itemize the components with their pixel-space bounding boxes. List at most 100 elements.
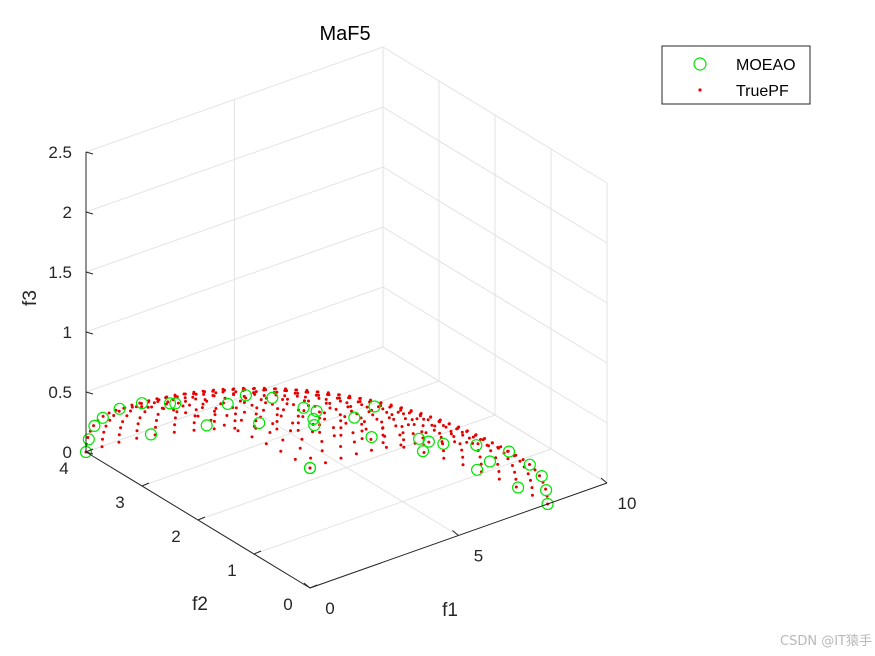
z-tick-label: 1: [63, 323, 72, 342]
truepf-point: [86, 436, 90, 439]
moeao-point: [535, 470, 548, 483]
truepf-point: [275, 420, 279, 423]
truepf-point: [296, 421, 300, 425]
truepf-point: [467, 436, 471, 440]
truepf-point: [422, 417, 426, 421]
moeao-point: [297, 401, 310, 414]
truepf-point: [421, 424, 425, 428]
moeao-point: [239, 389, 252, 402]
truepf-point: [254, 390, 258, 394]
z-tick-label: 0: [63, 443, 72, 462]
moeao-point: [82, 433, 95, 446]
moeao-point: [308, 419, 321, 432]
moeao-point: [539, 484, 553, 497]
truepf-point: [92, 424, 96, 428]
truepf-point: [390, 413, 394, 417]
truepf-point: [497, 477, 501, 481]
truepf-point: [100, 445, 104, 449]
z-tick-label: 2.5: [48, 143, 72, 162]
truepf-point: [343, 415, 347, 419]
truepf-point: [125, 414, 129, 418]
truepf-point: [255, 406, 259, 410]
truepf-point: [200, 406, 204, 410]
truepf-point: [154, 425, 157, 429]
truepf-point: [387, 416, 391, 420]
truepf-point: [112, 414, 116, 417]
truepf-point: [213, 409, 216, 413]
truepf-point: [172, 430, 176, 434]
truepf-point: [544, 487, 548, 491]
truepf-point: [514, 453, 518, 457]
truepf-point: [254, 412, 258, 416]
truepf-point: [418, 413, 422, 417]
truepf-point: [317, 393, 321, 397]
truepf-point: [474, 433, 478, 437]
moeao-point: [541, 497, 554, 511]
truepf-point: [231, 388, 235, 391]
truepf-point: [323, 417, 327, 421]
truepf-point: [155, 397, 159, 401]
truepf-point: [166, 400, 170, 404]
watermark-text: CSDN @IT猿手: [780, 634, 872, 649]
x-tick-label: 5: [474, 547, 483, 566]
truepf-point: [155, 419, 158, 422]
truepf-point: [426, 418, 430, 422]
truepf-point: [117, 433, 121, 437]
x-axis-label: f1: [442, 600, 458, 621]
truepf-point: [406, 423, 410, 427]
z-tick-mark: [85, 151, 94, 155]
truepf-point: [460, 430, 464, 434]
truepf-point: [430, 423, 434, 427]
truepf-point: [337, 393, 341, 397]
truepf-point: [214, 407, 218, 410]
truepf-point: [398, 433, 402, 437]
truepf-point: [300, 437, 304, 441]
truepf-point: [487, 444, 491, 448]
truepf-point: [276, 407, 280, 411]
truepf-point: [222, 423, 226, 427]
truepf-point: [130, 405, 134, 409]
truepf-point: [478, 455, 482, 459]
truepf-point: [433, 424, 437, 428]
truepf-point: [422, 451, 426, 454]
moeao-point: [416, 445, 430, 458]
truepf-point: [241, 386, 245, 390]
truepf-point: [193, 414, 197, 418]
wall-gridline: [85, 226, 384, 333]
axes-grid: [85, 46, 608, 589]
z-tick-label: 2: [63, 203, 72, 222]
truepf-point: [339, 433, 343, 437]
truepf-point: [415, 417, 419, 421]
y-tick-mark: [85, 448, 94, 453]
x-tick-mark: [600, 477, 608, 484]
truepf-point: [150, 405, 154, 409]
truepf-point: [403, 417, 407, 421]
truepf-point: [191, 395, 195, 399]
truepf-point: [101, 414, 105, 418]
truepf-point: [447, 422, 451, 426]
truepf-point: [152, 401, 156, 405]
truepf-point: [455, 427, 459, 431]
truepf-point: [214, 391, 218, 395]
truepf-point: [192, 392, 196, 396]
truepf-point: [481, 438, 485, 442]
z-tick-label: 0.5: [48, 383, 72, 402]
wall-gridline: [382, 106, 608, 244]
truepf-point: [184, 399, 187, 403]
floor-gridline: [141, 380, 440, 487]
truepf-point: [489, 449, 493, 453]
truepf-point: [320, 440, 324, 443]
truepf-point: [324, 397, 328, 401]
truepf-point: [424, 431, 428, 435]
y-tick-label: 1: [227, 561, 236, 580]
truepf-point: [496, 462, 500, 466]
truepf-point: [262, 408, 265, 412]
truepf-point: [381, 441, 385, 445]
truepf-point: [250, 403, 254, 407]
truepf-point: [533, 468, 537, 472]
truepf-point: [345, 401, 349, 405]
truepf-point: [528, 463, 531, 466]
truepf-point: [371, 413, 375, 417]
truepf-point: [437, 419, 441, 423]
truepf-point: [194, 397, 198, 401]
